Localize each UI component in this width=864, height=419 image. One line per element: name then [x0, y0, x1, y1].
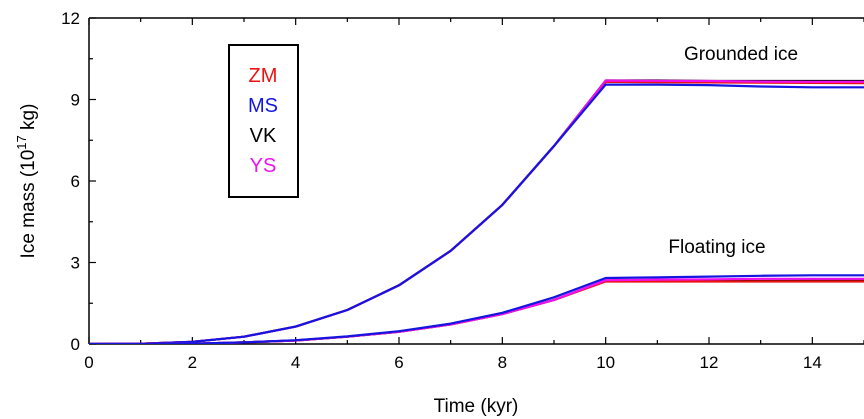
series-line-grounded-ice-ys	[89, 79, 864, 344]
x-axis-title: Time (kyr)	[434, 396, 519, 417]
tick-labels: 0 2 4 6 8 10 12 14 0 3 6 9 12	[61, 9, 822, 372]
series-line-floating-ice-zm	[89, 280, 864, 344]
y-tick-label: 0	[71, 335, 80, 354]
legend-entry-vk: VK	[250, 125, 277, 147]
legend: ZM MS VK YS	[228, 44, 299, 198]
annotation-grounded-ice: Grounded ice	[684, 44, 798, 65]
x-tick-label: 6	[394, 353, 403, 372]
y-axis-title: Ice mass (1017 kg)	[14, 104, 39, 259]
x-tick-label: 10	[596, 353, 615, 372]
legend-entry-ys: YS	[250, 155, 277, 177]
x-tick-label: 12	[700, 353, 719, 372]
x-tick-label: 0	[84, 353, 93, 372]
y-tick-label: 6	[71, 172, 80, 191]
y-tick-label: 3	[71, 254, 80, 273]
series-line-floating-ice-ys	[89, 277, 864, 344]
x-tick-label: 2	[188, 353, 197, 372]
legend-entry-ms: MS	[248, 95, 278, 117]
series-line-grounded-ice-zm	[89, 80, 864, 344]
series-line-grounded-ice-vk	[89, 79, 864, 344]
legend-box	[228, 44, 299, 198]
series-lines	[89, 79, 864, 344]
y-tick-label: 9	[71, 91, 80, 110]
x-tick-label: 4	[291, 353, 300, 372]
x-tick-label: 14	[803, 353, 822, 372]
series-line-floating-ice-vk	[89, 279, 864, 344]
y-tick-label: 12	[61, 9, 80, 28]
annotation-floating-ice: Floating ice	[668, 237, 765, 258]
series-line-floating-ice-ms	[89, 274, 864, 344]
x-tick-label: 8	[498, 353, 507, 372]
legend-entry-zm: ZM	[249, 65, 278, 87]
series-line-grounded-ice-ms	[89, 83, 864, 344]
axes	[88, 17, 864, 345]
